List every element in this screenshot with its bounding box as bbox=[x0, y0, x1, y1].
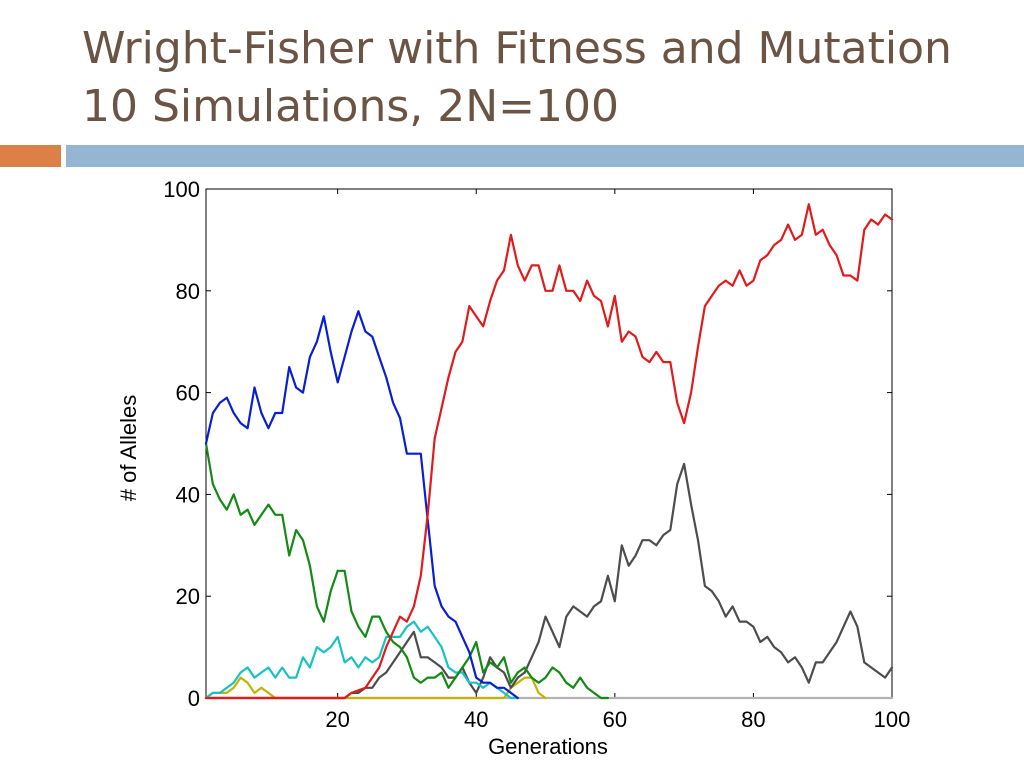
y-tick-label: 40 bbox=[176, 482, 200, 507]
y-axis-title: # of Alleles bbox=[116, 395, 141, 501]
x-tick-label: 100 bbox=[874, 707, 911, 732]
x-tick-label: 60 bbox=[603, 707, 627, 732]
y-tick-label: 80 bbox=[176, 279, 200, 304]
x-tick-label: 80 bbox=[741, 707, 765, 732]
y-tick-label: 100 bbox=[163, 177, 200, 202]
series-line-4 bbox=[204, 620, 519, 700]
accent-bar-right bbox=[66, 145, 1024, 167]
series-line-2 bbox=[204, 310, 519, 700]
x-tick-label: 40 bbox=[464, 707, 488, 732]
series-line-1 bbox=[204, 203, 894, 700]
y-tick-label: 0 bbox=[188, 686, 200, 711]
slide-title-line-1: Wright-Fisher with Fitness and Mutation bbox=[82, 23, 952, 74]
x-axis-title: Generations bbox=[488, 734, 608, 759]
series-line-3 bbox=[204, 442, 610, 700]
series-line-5 bbox=[204, 462, 894, 700]
x-tick-label: 20 bbox=[325, 707, 349, 732]
tick-labels: 0 20 40 60 80 100 20 40 60 80 100 bbox=[163, 177, 910, 732]
y-tick-label: 60 bbox=[176, 381, 200, 406]
series-layer bbox=[204, 203, 894, 700]
accent-bar-left bbox=[0, 145, 61, 167]
slide-title-line-2: 10 Simulations, 2N=100 bbox=[82, 81, 620, 132]
y-tick-label: 20 bbox=[176, 584, 200, 609]
slide-title: Wright-Fisher with Fitness and Mutation … bbox=[82, 20, 952, 136]
